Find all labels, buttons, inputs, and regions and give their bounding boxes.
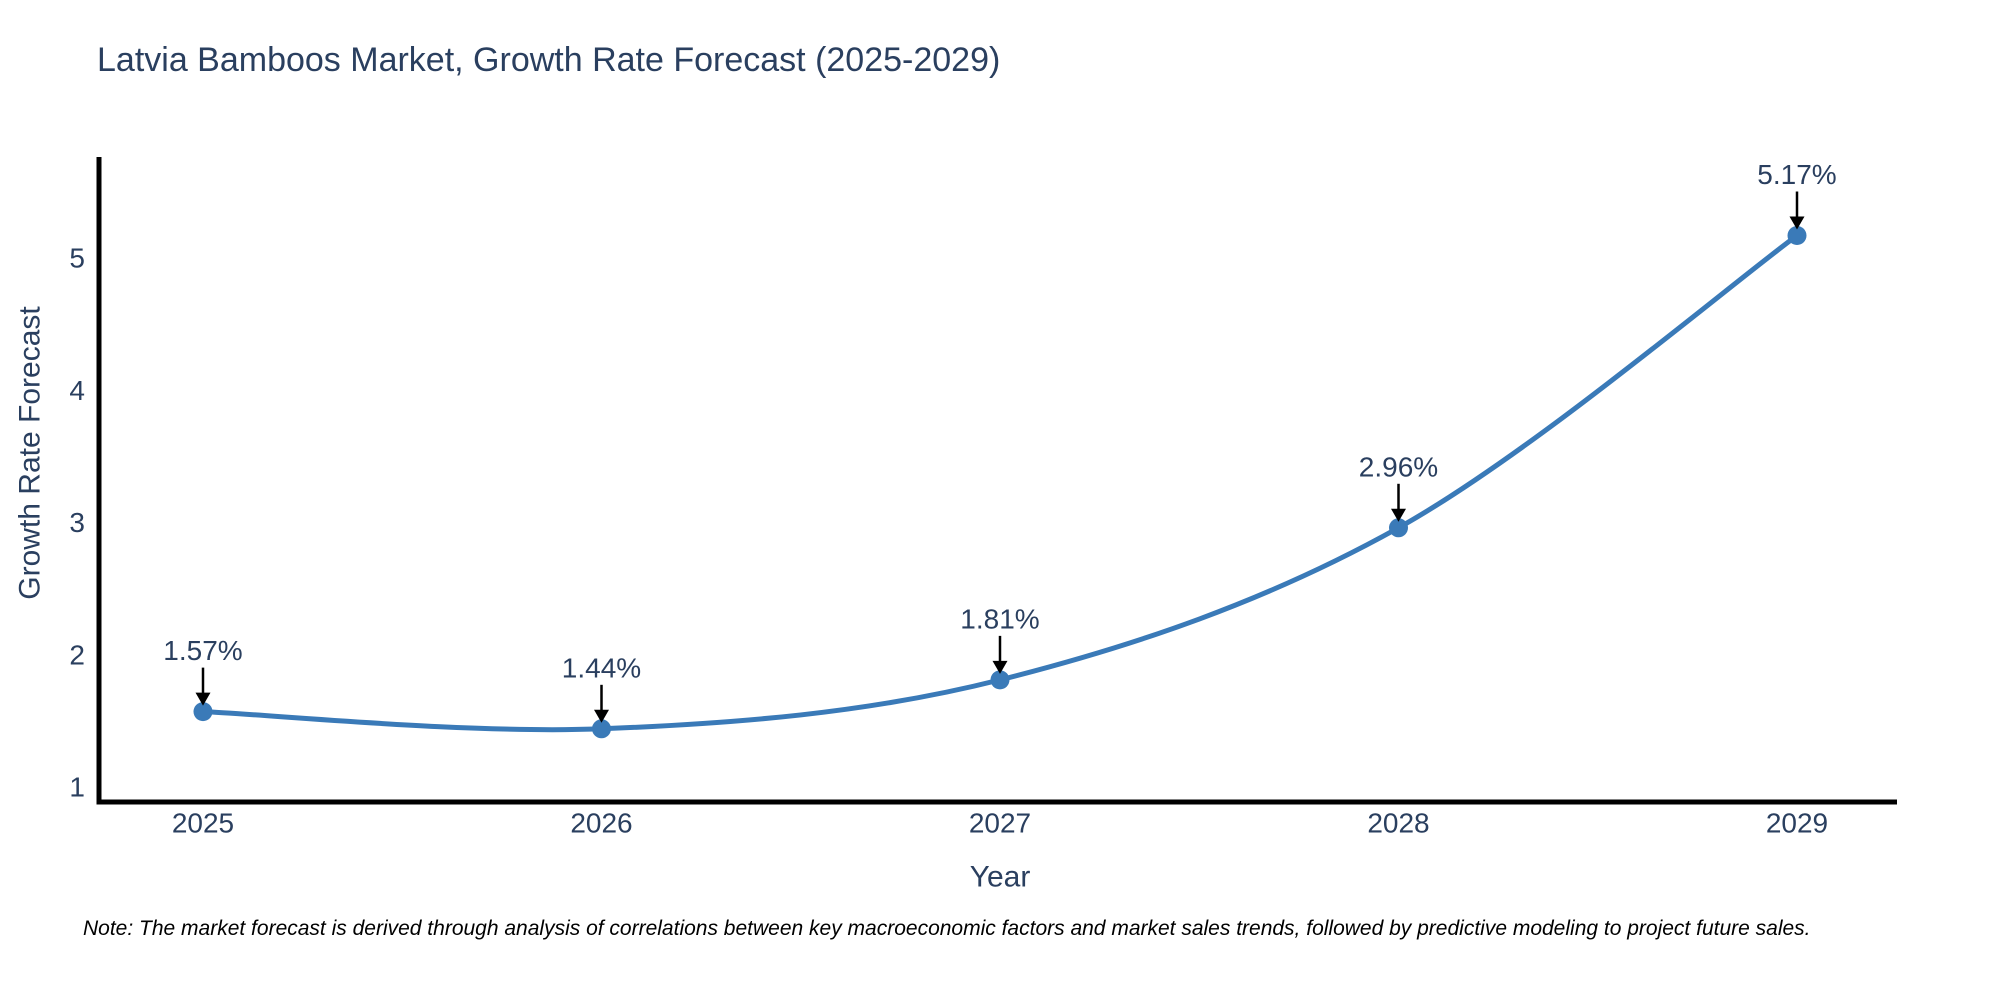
data-point-marker [990,670,1010,690]
annotation-arrowhead [594,709,609,723]
y-tick-label: 3 [69,507,85,538]
y-tick-label: 4 [69,375,85,406]
annotation-label: 5.17% [1757,159,1836,190]
data-point-marker [1389,518,1408,538]
annotation-label: 1.81% [960,603,1039,634]
x-tick-label: 2029 [1766,808,1828,839]
y-tick-label: 1 [69,772,85,803]
x-tick-label: 2028 [1367,808,1429,839]
y-axis-title: Growth Rate Forecast [14,306,47,600]
x-tick-label: 2026 [570,808,632,839]
annotation-arrowhead [195,692,211,706]
x-axis-title: Year [970,861,1031,894]
annotation-label: 1.57% [163,635,242,666]
annotation-arrowhead [1391,508,1406,522]
series-line [200,233,1800,733]
annotation-label: 1.44% [562,652,641,683]
annotation-arrowhead [1789,216,1805,230]
annotation-label: 2.96% [1359,451,1438,482]
x-tick-label: 2025 [172,808,234,839]
y-tick-label: 2 [69,639,85,670]
x-tick-label: 2027 [969,808,1031,839]
data-point-marker [193,702,213,722]
chart-title: Latvia Bamboos Market, Growth Rate Forec… [97,41,1001,79]
data-point-marker [592,719,611,739]
y-tick-label: 5 [69,243,85,274]
footnote: Note: The market forecast is derived thr… [83,917,1811,940]
data-point-marker [1787,226,1807,246]
annotation-arrowhead [992,660,1008,674]
